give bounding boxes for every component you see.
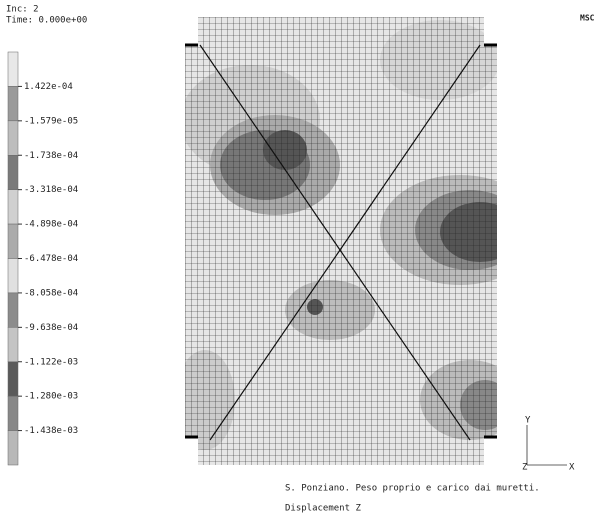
caption-quantity: Displacement Z: [285, 504, 361, 514]
axis-x: X: [569, 463, 575, 473]
legend-swatch: [8, 52, 18, 86]
legend-swatch: [8, 362, 18, 396]
legend-swatch: [8, 431, 18, 465]
legend-swatch: [8, 396, 18, 430]
legend-swatch: [8, 190, 18, 224]
legend-label: -1.438e-03: [24, 426, 78, 436]
legend-swatch: [8, 259, 18, 293]
legend-label: 1.422e-04: [24, 82, 73, 92]
legend-label: -4.898e-04: [24, 220, 78, 230]
legend-bar: 1.422e-04 -1.579e-05 -1.738e-04 -3.318e-04 -…: [8, 52, 78, 465]
axis-z: Z: [522, 463, 528, 473]
legend-swatch: [8, 293, 18, 327]
caption-title: S. Ponziano. Peso proprio e carico dai m…: [285, 484, 540, 494]
increment: Inc: 2: [6, 5, 39, 15]
legend-label: -1.579e-05: [24, 116, 78, 126]
logo: MSC: [580, 14, 595, 23]
legend-label: -6.478e-04: [24, 254, 78, 264]
legend-label: -1.738e-04: [24, 151, 78, 161]
axis-y: Y: [525, 416, 531, 426]
plate: [175, 17, 540, 465]
legend-label: -1.280e-03: [24, 392, 78, 402]
screen: Inc: 2 Time: 0.000e+00 MSC 1.422e-04 -1.5…: [0, 0, 608, 516]
legend-swatch: [8, 224, 18, 258]
legend-label: -3.318e-04: [24, 185, 78, 195]
legend-swatch: [8, 86, 18, 120]
legend-label: -9.638e-04: [24, 323, 78, 333]
legend-swatch: [8, 327, 18, 361]
legend-label: -1.122e-03: [24, 357, 78, 367]
legend-swatch: [8, 155, 18, 189]
time: Time: 0.000e+00: [6, 16, 87, 26]
legend-swatch: [8, 121, 18, 155]
legend-label: -8.058e-04: [24, 288, 78, 298]
